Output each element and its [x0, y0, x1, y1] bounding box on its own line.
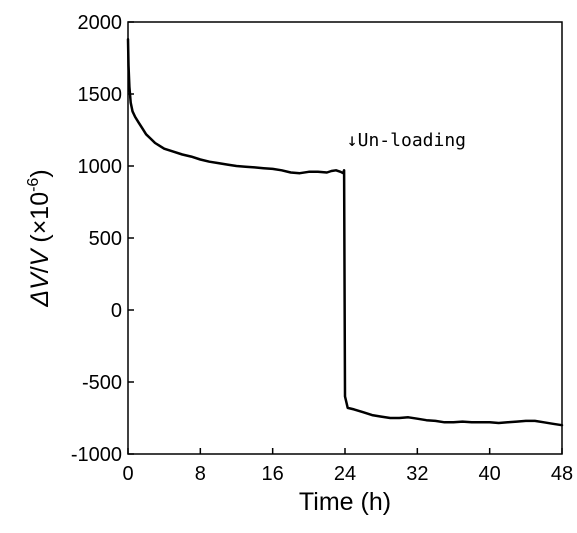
y-tick-label: -1000: [71, 444, 122, 466]
y-tick-label: 1000: [78, 156, 123, 178]
y-tick-label: 500: [89, 228, 122, 250]
x-axis-title: Time (h): [299, 488, 391, 516]
y-tick-label: 1500: [78, 84, 123, 106]
annotations: ↓Un-loading: [347, 130, 466, 151]
y-axis-title-exponent: -6: [25, 178, 42, 192]
y-tick-label: 0: [111, 300, 122, 322]
y-tick-label: 2000: [78, 12, 123, 34]
series-line: [126, 38, 564, 427]
y-axis-title-v1: V: [26, 271, 54, 290]
y-axis-title-slash: /: [26, 266, 54, 273]
y-tick-label: -500: [82, 372, 122, 394]
x-tick-label: 24: [334, 463, 356, 485]
x-tick-label: 8: [195, 463, 206, 485]
x-axis-ticks: 0 8 16 24 32 40 48: [122, 448, 573, 485]
y-axis-title-close: ): [26, 169, 54, 177]
y-axis-ticks: 2000 1500 1000 500 0 -500 -1000: [71, 12, 134, 466]
x-tick-label: 40: [479, 463, 501, 485]
x-tick-label: 32: [406, 463, 428, 485]
x-tick-label: 0: [122, 463, 133, 485]
annotation-unloading: ↓Un-loading: [347, 130, 466, 151]
y-axis-title-unit: (×10: [26, 192, 54, 250]
y-axis-title-v2: V: [26, 247, 54, 266]
x-tick-label: 48: [551, 463, 573, 485]
y-axis-title: ΔV/V (×10-6): [25, 169, 54, 307]
y-axis-title-delta: Δ: [26, 290, 54, 308]
x-tick-label: 16: [262, 463, 284, 485]
